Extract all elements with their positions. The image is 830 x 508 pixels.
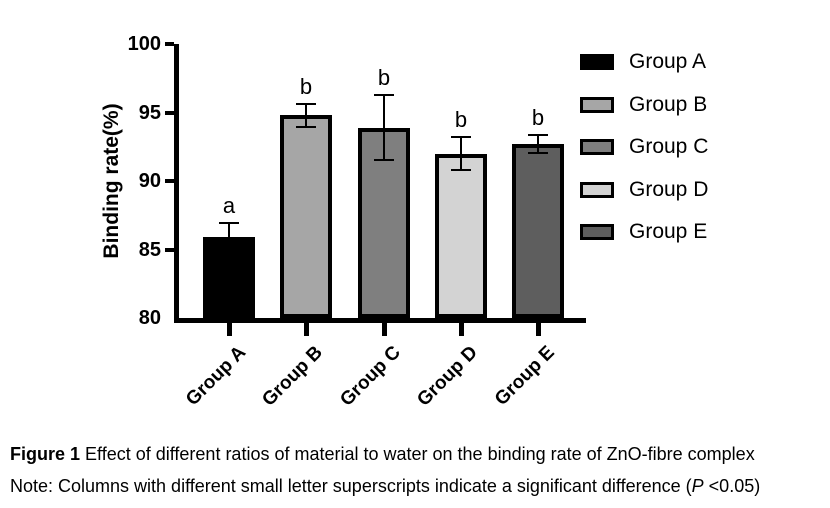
x-axis xyxy=(174,318,586,323)
error-bar-line xyxy=(537,135,539,153)
legend-label: Group B xyxy=(629,92,708,116)
y-tick xyxy=(165,110,174,115)
y-tick-label: 95 xyxy=(138,101,161,124)
figure-note: Note: Columns with different small lette… xyxy=(10,475,760,497)
y-tick-label: 90 xyxy=(138,170,161,192)
error-bar-cap-bottom xyxy=(219,249,239,252)
error-bar-line xyxy=(383,94,385,161)
figure-caption-text: Effect of different ratios of material t… xyxy=(80,444,755,464)
error-bar-cap-bottom xyxy=(451,169,471,172)
legend-label: Group D xyxy=(629,177,709,201)
legend-swatch-group-a xyxy=(580,54,614,70)
error-bar-cap-top xyxy=(296,102,316,105)
legend-label: Group E xyxy=(629,220,708,243)
bar-group-d xyxy=(435,153,487,318)
legend-swatch-group-e xyxy=(580,224,614,240)
bar-group-b xyxy=(280,115,332,318)
error-bar-cap-bottom xyxy=(374,159,394,162)
figure-caption-label: Figure 1 xyxy=(10,444,81,464)
y-tick xyxy=(165,247,174,252)
significance-letter: b xyxy=(299,73,313,99)
legend-swatch-group-b xyxy=(580,96,614,113)
y-tick-label: 85 xyxy=(138,238,161,261)
error-bar-line xyxy=(305,103,307,127)
y-tick-label: 80 xyxy=(138,307,161,329)
x-tick-label-text: Group A xyxy=(181,342,250,411)
x-tick-label-text: Group B xyxy=(258,342,327,411)
x-tick-label-text: Group D xyxy=(413,342,482,411)
legend-swatch-group-c xyxy=(580,139,614,155)
significance-letter: b xyxy=(531,105,545,131)
error-bar-cap-top xyxy=(451,136,471,139)
error-bar-cap-top xyxy=(219,222,239,225)
legend-label: Group A xyxy=(629,50,707,73)
error-bar-line xyxy=(460,137,462,171)
error-bar-cap-bottom xyxy=(528,151,548,154)
x-tick xyxy=(382,323,387,336)
figure-note-p: P xyxy=(691,476,704,496)
y-tick xyxy=(165,179,174,183)
significance-letter: a xyxy=(222,193,236,219)
error-bar-cap-top xyxy=(528,134,548,137)
legend-label: Group C xyxy=(629,135,709,158)
y-tick xyxy=(165,42,174,46)
figure-caption: Figure 1 Effect of different ratios of m… xyxy=(10,443,755,465)
error-bar-cap-top xyxy=(374,93,394,96)
significance-letter: b xyxy=(454,107,468,133)
y-tick-label: 100 xyxy=(127,33,161,55)
error-bar-line xyxy=(228,223,230,251)
x-tick-label-text: Group C xyxy=(336,342,405,411)
x-tick xyxy=(536,323,541,336)
x-tick xyxy=(227,323,232,336)
significance-letter: b xyxy=(377,64,391,90)
x-tick xyxy=(459,323,464,336)
error-bar-cap-bottom xyxy=(296,125,316,128)
legend-swatch-group-d xyxy=(580,181,614,198)
figure-note-prefix: Note: Columns with different small lette… xyxy=(10,476,692,496)
figure-note-suffix: <0.05) xyxy=(703,476,761,496)
y-axis xyxy=(174,44,179,323)
bar-group-e xyxy=(512,144,564,318)
x-tick xyxy=(304,323,309,336)
x-tick-label-text: Group E xyxy=(491,342,559,410)
